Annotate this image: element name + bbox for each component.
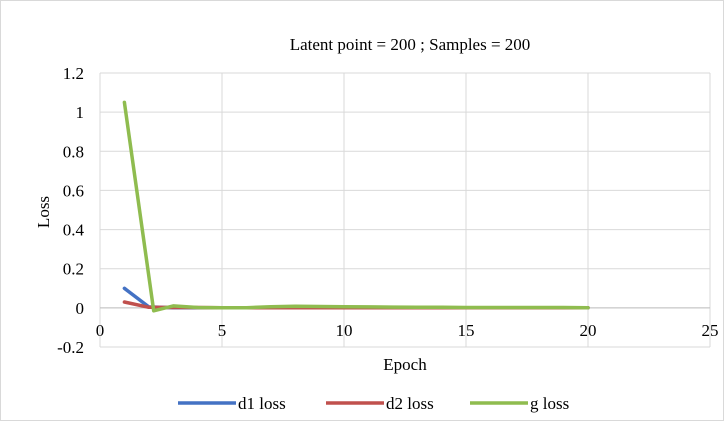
legend-label: g loss bbox=[530, 394, 569, 413]
y-tick-label: 0 bbox=[76, 299, 85, 318]
y-tick-label: 0.2 bbox=[63, 260, 84, 279]
legend: d1 loss d2 loss g loss bbox=[178, 394, 569, 413]
x-tick-label: 5 bbox=[218, 321, 227, 340]
legend-item-d1-loss: d1 loss bbox=[178, 394, 286, 413]
legend-item-d2-loss: d2 loss bbox=[326, 394, 434, 413]
y-tick-labels: -0.2 0 0.2 0.4 0.6 0.8 1 1.2 bbox=[57, 64, 84, 357]
x-tick-label: 20 bbox=[580, 321, 597, 340]
x-tick-label: 25 bbox=[702, 321, 719, 340]
x-tick-label: 15 bbox=[458, 321, 475, 340]
x-tick-label: 0 bbox=[96, 321, 105, 340]
y-axis-label: Loss bbox=[34, 196, 53, 228]
chart-title: Latent point = 200 ; Samples = 200 bbox=[290, 35, 531, 54]
y-tick-label: 0.4 bbox=[63, 221, 85, 240]
x-axis-label: Epoch bbox=[383, 355, 427, 374]
y-tick-label: 0.6 bbox=[63, 181, 84, 200]
legend-label: d2 loss bbox=[386, 394, 434, 413]
legend-item-g-loss: g loss bbox=[470, 394, 569, 413]
x-tick-labels: 0 5 10 15 20 25 bbox=[96, 321, 719, 340]
y-tick-label: 1 bbox=[76, 103, 85, 122]
x-tick-label: 10 bbox=[336, 321, 353, 340]
y-tick-label: 1.2 bbox=[63, 64, 84, 83]
y-tick-label: -0.2 bbox=[57, 338, 84, 357]
legend-label: d1 loss bbox=[238, 394, 286, 413]
series-line-d1-loss bbox=[122, 286, 590, 310]
series-lines bbox=[122, 100, 590, 313]
series-line-g-loss bbox=[122, 100, 590, 313]
y-tick-label: 0.8 bbox=[63, 142, 84, 161]
